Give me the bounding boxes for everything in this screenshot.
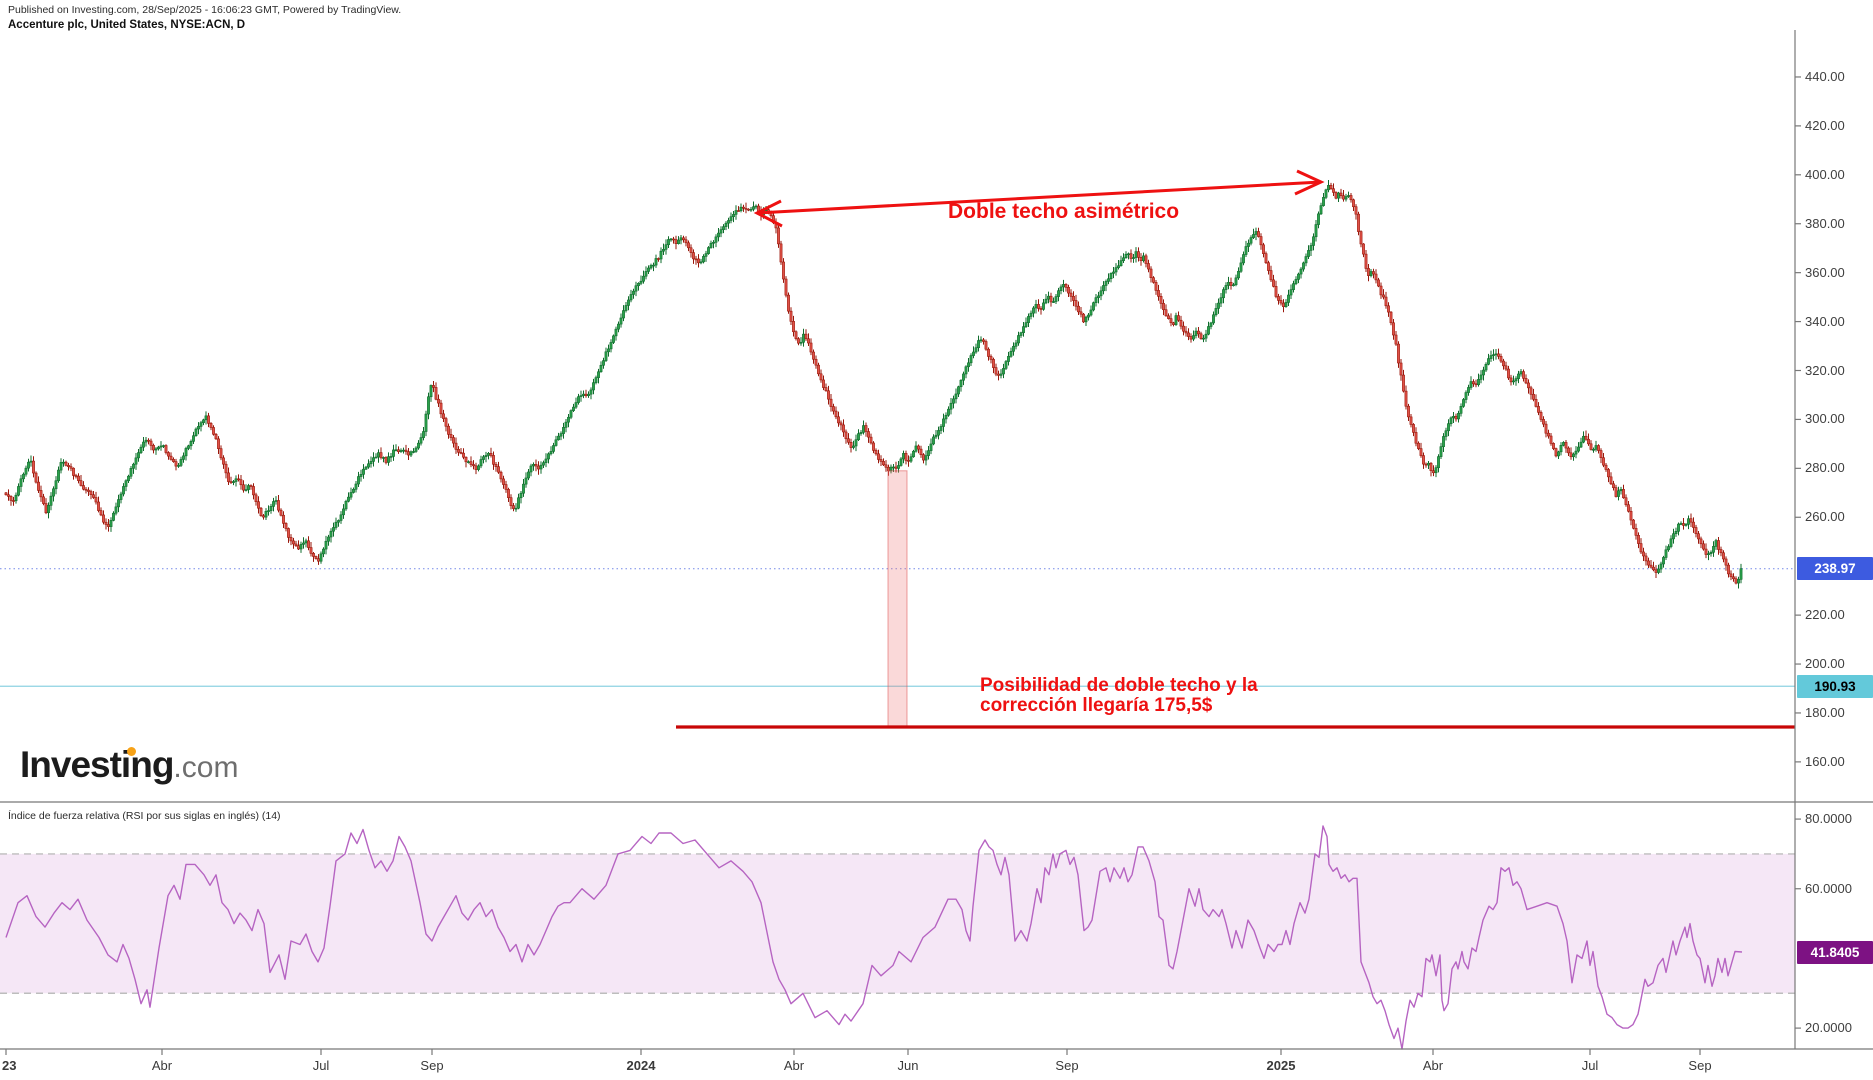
correction-annotation[interactable]: Posibilidad de doble techo y la correcci… [980,676,1258,716]
projection-rect [887,470,908,728]
correction-annotation-line1: Posibilidad de doble techo y la [980,675,1258,696]
double-top-annotation[interactable]: Doble techo asimétrico [948,200,1180,223]
double-top-arrow [756,180,1322,215]
rsi-band [0,853,1795,994]
price-tick-label: 440.00 [1805,68,1845,84]
arrowhead-right-icon [1294,169,1325,196]
rsi-tick-label: 80.0000 [1805,811,1852,827]
correction-annotation-line2: corrección llegaría 175,5$ [980,695,1213,716]
price-tick-label: 340.00 [1805,313,1845,329]
logo-dotcom: .com [173,751,239,784]
time-axis-label: 2025 [1266,1058,1296,1073]
price-tick-label: 320.00 [1805,362,1845,378]
rsi-tick-label: 60.0000 [1805,880,1852,896]
price-tick-label: 420.00 [1805,117,1845,133]
rsi-value-badge: 41.8405 [1797,940,1873,964]
rsi-tick-label: 20.0000 [1805,1020,1852,1036]
level-price-badge: 190.93 [1797,674,1873,698]
last-price-badge: 238.97 [1797,557,1873,581]
time-axis-label: Jun [897,1058,919,1073]
price-tick-label: 200.00 [1805,656,1845,672]
time-axis-label: Jul [1581,1058,1599,1073]
time-axis-label: Abr [783,1058,805,1073]
rsi-indicator-label: Índice de fuerza relativa (RSI por sus s… [8,810,281,822]
rsi-line [5,825,1743,1050]
time-axis-label: Abr [151,1058,173,1073]
price-tick-label: 400.00 [1805,166,1845,182]
price-tick-label: 220.00 [1805,607,1845,623]
price-tick-label: 300.00 [1805,411,1845,427]
price-tick-label: 260.00 [1805,509,1845,525]
logo-orange-dot-icon [127,747,136,756]
price-tick-label: 380.00 [1805,215,1845,231]
published-line: Published on Investing.com, 28/Sep/2025 … [8,4,402,16]
price-tick-label: 360.00 [1805,264,1845,280]
time-axis-label: Sep [420,1058,444,1073]
logo-text: Investing [20,744,174,785]
time-axis-label: 23 [2,1058,17,1073]
time-axis-label: Abr [1422,1058,1444,1073]
time-axis-label: Sep [1055,1058,1079,1073]
investing-logo: Investing .com [20,744,238,786]
time-axis-label: 2024 [626,1058,656,1073]
price-tick-label: 280.00 [1805,460,1845,476]
time-axis-label: Jul [312,1058,330,1073]
price-tick-label: 180.00 [1805,704,1845,720]
instrument-title: Accenture plc, United States, NYSE:ACN, … [8,19,246,31]
price-tick-label: 160.00 [1805,753,1845,769]
arrowhead-left-icon [753,199,783,228]
time-axis-label: Sep [1688,1058,1712,1073]
